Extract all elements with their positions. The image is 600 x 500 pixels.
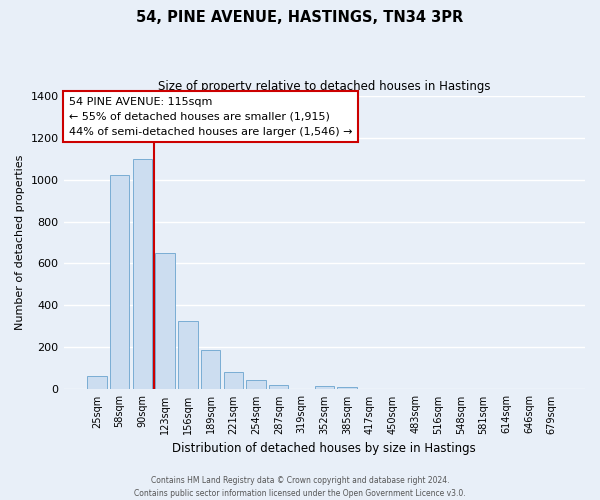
Title: Size of property relative to detached houses in Hastings: Size of property relative to detached ho… bbox=[158, 80, 491, 93]
Bar bbox=[247, 380, 266, 390]
Bar bbox=[110, 176, 130, 390]
Text: Contains HM Land Registry data © Crown copyright and database right 2024.
Contai: Contains HM Land Registry data © Crown c… bbox=[134, 476, 466, 498]
Y-axis label: Number of detached properties: Number of detached properties bbox=[15, 155, 25, 330]
Bar bbox=[224, 372, 243, 390]
Bar bbox=[269, 385, 289, 390]
Bar bbox=[314, 386, 334, 390]
Text: 54 PINE AVENUE: 115sqm
← 55% of detached houses are smaller (1,915)
44% of semi-: 54 PINE AVENUE: 115sqm ← 55% of detached… bbox=[69, 97, 352, 136]
Text: 54, PINE AVENUE, HASTINGS, TN34 3PR: 54, PINE AVENUE, HASTINGS, TN34 3PR bbox=[136, 10, 464, 25]
X-axis label: Distribution of detached houses by size in Hastings: Distribution of detached houses by size … bbox=[172, 442, 476, 455]
Bar bbox=[87, 376, 107, 390]
Bar bbox=[178, 321, 197, 390]
Bar bbox=[133, 158, 152, 390]
Bar bbox=[201, 350, 220, 390]
Bar bbox=[337, 388, 356, 390]
Bar bbox=[155, 253, 175, 390]
